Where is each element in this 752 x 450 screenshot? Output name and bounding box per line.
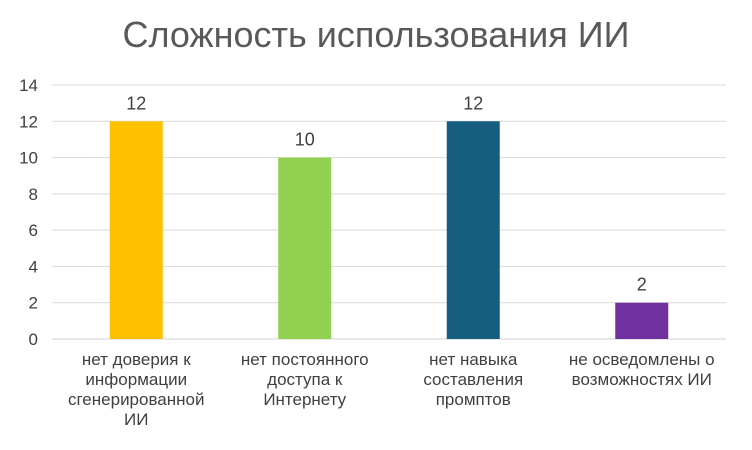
chart-title: Сложность использования ИИ	[122, 14, 630, 55]
y-tick-label: 6	[29, 221, 38, 240]
x-tick-label: не осведомлены о возможностях ИИ	[568, 350, 715, 389]
y-tick-label: 0	[29, 330, 38, 349]
data-label: 12	[463, 93, 483, 113]
y-tick-label: 4	[29, 257, 38, 276]
data-label: 12	[126, 93, 146, 113]
y-tick-label: 12	[19, 112, 38, 131]
y-tick-label: 8	[29, 185, 38, 204]
bar	[615, 302, 669, 339]
data-label: 10	[295, 130, 315, 150]
x-tick-label: нет постоянного доступа к Интернету	[240, 350, 369, 409]
y-tick-label: 2	[29, 294, 38, 313]
data-label: 2	[637, 275, 647, 295]
y-tick-label: 14	[19, 76, 38, 95]
bar	[109, 121, 163, 340]
x-tick-label: нет навыка составления промптов	[423, 350, 524, 409]
bar	[446, 121, 500, 340]
y-tick-label: 10	[19, 149, 38, 168]
bar	[278, 157, 332, 339]
x-tick-label: нет доверия к информации сгенерированной…	[67, 350, 205, 429]
